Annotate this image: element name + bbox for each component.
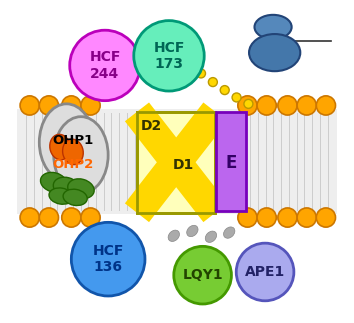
- Ellipse shape: [223, 227, 235, 238]
- Circle shape: [236, 243, 294, 301]
- Text: E: E: [226, 154, 237, 172]
- Ellipse shape: [49, 188, 73, 204]
- Circle shape: [39, 208, 58, 227]
- Circle shape: [20, 208, 39, 227]
- Circle shape: [62, 96, 81, 115]
- Ellipse shape: [249, 34, 300, 71]
- Circle shape: [316, 96, 336, 115]
- Circle shape: [71, 222, 145, 296]
- Text: LQY1: LQY1: [182, 268, 223, 282]
- Text: HCF
244: HCF 244: [89, 50, 121, 80]
- Circle shape: [174, 246, 232, 304]
- Ellipse shape: [54, 117, 108, 193]
- Text: D1: D1: [173, 158, 194, 172]
- Ellipse shape: [187, 225, 198, 237]
- Ellipse shape: [205, 231, 217, 243]
- Text: HCF
173: HCF 173: [153, 41, 185, 71]
- Circle shape: [238, 96, 257, 115]
- Circle shape: [297, 96, 316, 115]
- Bar: [17, 109, 337, 214]
- Text: HCF
136: HCF 136: [92, 244, 124, 274]
- Circle shape: [297, 208, 316, 227]
- Circle shape: [62, 208, 81, 227]
- Circle shape: [134, 21, 204, 91]
- Text: D2: D2: [141, 119, 162, 133]
- Circle shape: [196, 69, 206, 78]
- Ellipse shape: [50, 134, 70, 160]
- Bar: [216, 112, 246, 211]
- Text: OHP2: OHP2: [52, 158, 93, 171]
- Ellipse shape: [40, 172, 67, 192]
- Circle shape: [316, 208, 336, 227]
- Ellipse shape: [168, 230, 179, 242]
- Circle shape: [81, 208, 100, 227]
- Ellipse shape: [68, 179, 94, 199]
- Text: OHP1: OHP1: [52, 134, 93, 147]
- Bar: [137, 112, 216, 213]
- Circle shape: [209, 78, 217, 87]
- Circle shape: [257, 208, 276, 227]
- Ellipse shape: [255, 15, 292, 39]
- Ellipse shape: [53, 177, 80, 197]
- Circle shape: [278, 208, 297, 227]
- Ellipse shape: [39, 104, 94, 181]
- Circle shape: [81, 96, 100, 115]
- Circle shape: [244, 99, 253, 108]
- Circle shape: [20, 96, 39, 115]
- Ellipse shape: [63, 189, 87, 205]
- Circle shape: [278, 96, 297, 115]
- Text: APE1: APE1: [245, 265, 285, 279]
- Circle shape: [232, 93, 241, 102]
- Circle shape: [257, 96, 276, 115]
- Circle shape: [70, 30, 140, 101]
- Bar: [137, 112, 216, 213]
- Circle shape: [238, 208, 257, 227]
- Ellipse shape: [63, 139, 83, 165]
- Circle shape: [220, 86, 229, 95]
- Circle shape: [39, 96, 58, 115]
